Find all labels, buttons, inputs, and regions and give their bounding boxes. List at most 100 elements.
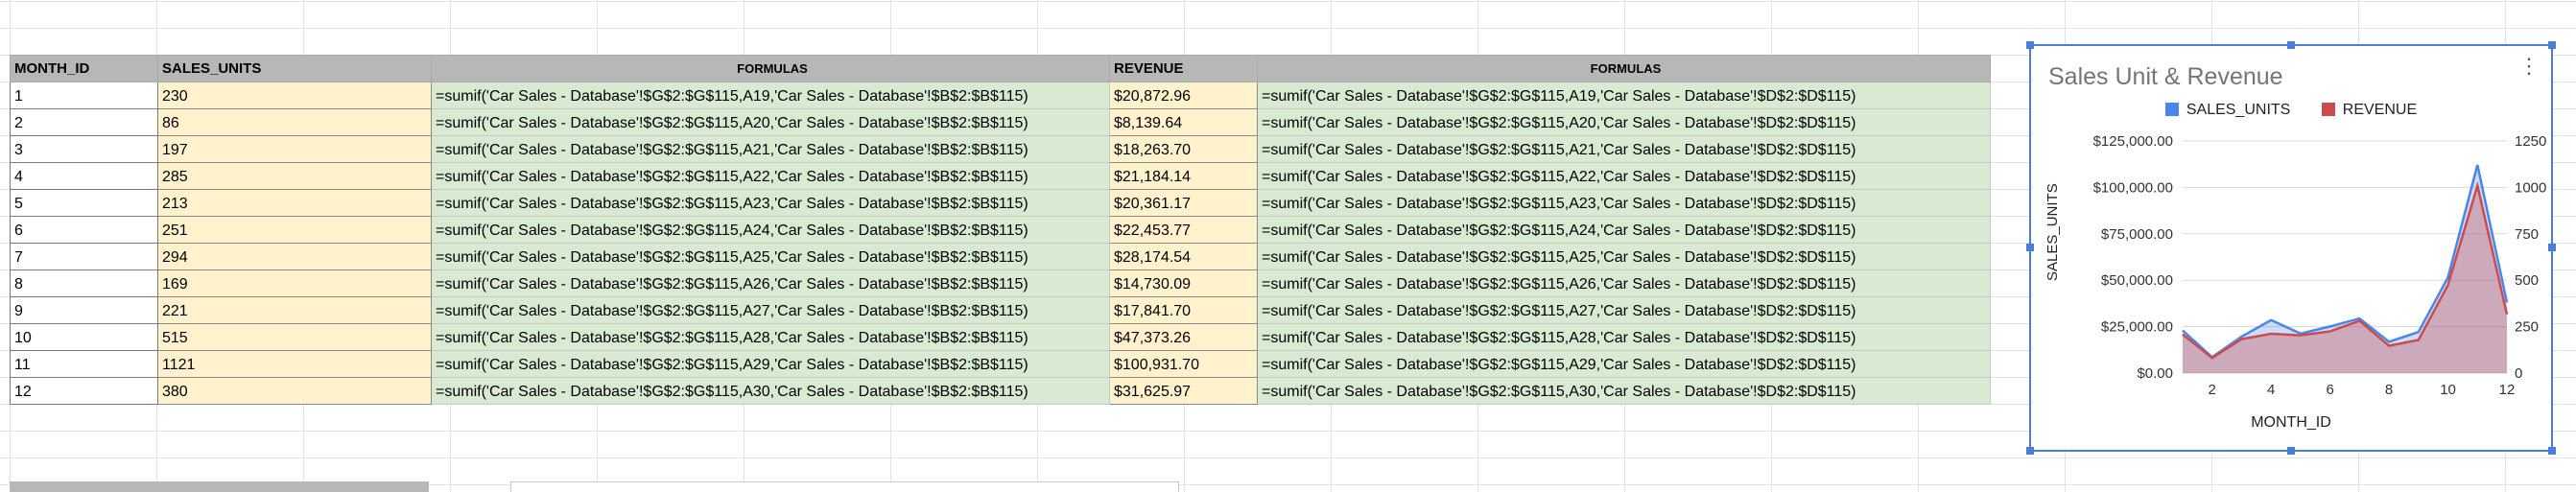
cell-revenue[interactable]: $22,453.77 — [1109, 216, 1258, 244]
cell-revenue[interactable]: $17,841.70 — [1109, 296, 1258, 324]
header-formulas[interactable]: FORMULAS — [431, 55, 1110, 82]
cell-revenue[interactable]: $8,139.64 — [1109, 108, 1258, 136]
cell-sales-units[interactable]: 380 — [157, 377, 432, 405]
x-tick-label: 12 — [2499, 382, 2516, 398]
cell-month-id[interactable]: 1 — [10, 82, 158, 109]
header-month-id[interactable]: MONTH_ID — [10, 55, 158, 82]
cell-sales-units[interactable]: 294 — [157, 243, 432, 270]
data-table: MONTH_ID SALES_UNITS FORMULAS REVENUE FO… — [10, 55, 1991, 405]
cell-revenue[interactable]: $21,184.14 — [1109, 162, 1258, 190]
cell-formula-revenue[interactable]: =sumif('Car Sales - Database'!$G$2:$G$11… — [1257, 296, 1991, 324]
x-tick-label: 2 — [2209, 382, 2216, 398]
table-row: 5 213 =sumif('Car Sales - Database'!$G$2:$… — [10, 189, 1991, 217]
table-row: 12 380 =sumif('Car Sales - Database'!$G$2:… — [10, 377, 1991, 405]
cell-formula-units[interactable]: =sumif('Car Sales - Database'!$G$2:$G$11… — [431, 243, 1110, 270]
table-row: 1 230 =sumif('Car Sales - Database'!$G$2:$… — [10, 82, 1991, 109]
cell-formula-revenue[interactable]: =sumif('Car Sales - Database'!$G$2:$G$11… — [1257, 216, 1991, 244]
cell-sales-units[interactable]: 1121 — [157, 350, 432, 378]
series-area-revenue — [2183, 185, 2507, 373]
table-row: 4 285 =sumif('Car Sales - Database'!$G$2:$… — [10, 162, 1991, 190]
cell-sales-units[interactable]: 230 — [157, 82, 432, 109]
cell-formula-revenue[interactable]: =sumif('Car Sales - Database'!$G$2:$G$11… — [1257, 162, 1991, 190]
header-sales-units[interactable]: SALES_UNITS — [157, 55, 432, 82]
y-tick-label-right: 500 — [2515, 272, 2539, 289]
cell-formula-units[interactable]: =sumif('Car Sales - Database'!$G$2:$G$11… — [431, 377, 1110, 405]
y-tick-label-left: $50,000.00 — [2101, 272, 2173, 289]
cell-month-id[interactable]: 9 — [10, 296, 158, 324]
x-tick-label: 10 — [2440, 382, 2456, 398]
cell-formula-units[interactable]: =sumif('Car Sales - Database'!$G$2:$G$11… — [431, 269, 1110, 297]
y-tick-label-left: $0.00 — [2137, 365, 2173, 382]
cell-formula-revenue[interactable]: =sumif('Car Sales - Database'!$G$2:$G$11… — [1257, 189, 1991, 217]
cell-sales-units[interactable]: 86 — [157, 108, 432, 136]
cell-month-id[interactable]: 2 — [10, 108, 158, 136]
y-tick-label-left: $25,000.00 — [2101, 319, 2173, 336]
cell-revenue[interactable]: $100,931.70 — [1109, 350, 1258, 378]
table-row: 9 221 =sumif('Car Sales - Database'!$G$2:$… — [10, 296, 1991, 324]
cell-revenue[interactable]: $28,174.54 — [1109, 243, 1258, 270]
header-formulas-revenue[interactable]: FORMULAS — [1257, 55, 1991, 82]
cell-formula-revenue[interactable]: =sumif('Car Sales - Database'!$G$2:$G$11… — [1257, 243, 1991, 270]
cell-month-id[interactable]: 4 — [10, 162, 158, 190]
cell-sales-units[interactable]: 285 — [157, 162, 432, 190]
resize-handle-bm[interactable] — [2287, 447, 2295, 455]
cell-revenue[interactable]: $31,625.97 — [1109, 377, 1258, 405]
cell-month-id[interactable]: 8 — [10, 269, 158, 297]
cell-sales-units[interactable]: 169 — [157, 269, 432, 297]
cell-month-id[interactable]: 7 — [10, 243, 158, 270]
cell-month-id[interactable]: 5 — [10, 189, 158, 217]
cell-formula-units[interactable]: =sumif('Car Sales - Database'!$G$2:$G$11… — [431, 323, 1110, 351]
cell-revenue[interactable]: $20,361.17 — [1109, 189, 1258, 217]
cell-sales-units[interactable]: 221 — [157, 296, 432, 324]
cell-formula-revenue[interactable]: =sumif('Car Sales - Database'!$G$2:$G$11… — [1257, 350, 1991, 378]
y-tick-label-right: 250 — [2515, 319, 2539, 336]
cell-formula-revenue[interactable]: =sumif('Car Sales - Database'!$G$2:$G$11… — [1257, 269, 1991, 297]
y-tick-label-left: $75,000.00 — [2101, 226, 2173, 243]
cell-sales-units[interactable]: 213 — [157, 189, 432, 217]
cell-formula-units[interactable]: =sumif('Car Sales - Database'!$G$2:$G$11… — [431, 350, 1110, 378]
cell-formula-units[interactable]: =sumif('Car Sales - Database'!$G$2:$G$11… — [431, 162, 1110, 190]
cell-formula-revenue[interactable]: =sumif('Car Sales - Database'!$G$2:$G$11… — [1257, 323, 1991, 351]
cell-revenue[interactable]: $47,373.26 — [1109, 323, 1258, 351]
cell-formula-revenue[interactable]: =sumif('Car Sales - Database'!$G$2:$G$11… — [1257, 135, 1991, 163]
cell-formula-units[interactable]: =sumif('Car Sales - Database'!$G$2:$G$11… — [431, 135, 1110, 163]
resize-handle-mr[interactable] — [2548, 244, 2556, 251]
cell-formula-units[interactable]: =sumif('Car Sales - Database'!$G$2:$G$11… — [431, 82, 1110, 109]
chart-container[interactable]: Sales Unit & Revenue ⋮ SALES_UNITS REVEN… — [2026, 41, 2556, 455]
cell-revenue[interactable]: $18,263.70 — [1109, 135, 1258, 163]
y-tick-label-right: 1250 — [2515, 133, 2546, 150]
cell-month-id[interactable]: 10 — [10, 323, 158, 351]
cell-revenue[interactable]: $20,872.96 — [1109, 82, 1258, 109]
cell-month-id[interactable]: 6 — [10, 216, 158, 244]
resize-handle-tm[interactable] — [2287, 41, 2295, 49]
cell-formula-revenue[interactable]: =sumif('Car Sales - Database'!$G$2:$G$11… — [1257, 108, 1991, 136]
x-axis-title: MONTH_ID — [2251, 414, 2331, 431]
cell-formula-units[interactable]: =sumif('Car Sales - Database'!$G$2:$G$11… — [431, 296, 1110, 324]
cell-sales-units[interactable]: 197 — [157, 135, 432, 163]
cell-formula-units[interactable]: =sumif('Car Sales - Database'!$G$2:$G$11… — [431, 108, 1110, 136]
cell-month-id[interactable]: 11 — [10, 350, 158, 378]
y-tick-label-right: 1000 — [2515, 179, 2546, 196]
cell-formula-revenue[interactable]: =sumif('Car Sales - Database'!$G$2:$G$11… — [1257, 377, 1991, 405]
header-revenue[interactable]: REVENUE — [1109, 55, 1258, 82]
cell-formula-revenue[interactable]: =sumif('Car Sales - Database'!$G$2:$G$11… — [1257, 82, 1991, 109]
resize-handle-tr[interactable] — [2548, 41, 2556, 49]
y-tick-label-right: 750 — [2515, 226, 2539, 243]
cell-revenue[interactable]: $14,730.09 — [1109, 269, 1258, 297]
resize-handle-br[interactable] — [2548, 447, 2556, 455]
cell-formula-units[interactable]: =sumif('Car Sales - Database'!$G$2:$G$11… — [431, 189, 1110, 217]
cell-formula-units[interactable]: =sumif('Car Sales - Database'!$G$2:$G$11… — [431, 216, 1110, 244]
cell-month-id[interactable]: 12 — [10, 377, 158, 405]
resize-handle-bl[interactable] — [2026, 447, 2034, 455]
resize-handle-ml[interactable] — [2026, 244, 2034, 251]
more-vert-icon[interactable]: ⋮ — [2518, 54, 2540, 78]
resize-handle-tl[interactable] — [2026, 41, 2034, 49]
cell-sales-units[interactable]: 251 — [157, 216, 432, 244]
table-row: 11 1121 =sumif('Car Sales - Database'!$G$2… — [10, 350, 1991, 378]
cell-month-id[interactable]: 3 — [10, 135, 158, 163]
table-row: 7 294 =sumif('Car Sales - Database'!$G$2:$… — [10, 243, 1991, 270]
legend-item-revenue: REVENUE — [2321, 102, 2417, 119]
cell-sales-units[interactable]: 515 — [157, 323, 432, 351]
chart-plot-area: $0.00 0 $25,000.00 250 $50,000.00 500 $75,000.… — [2093, 133, 2547, 398]
legend-item-sales-units: SALES_UNITS — [2164, 102, 2290, 119]
